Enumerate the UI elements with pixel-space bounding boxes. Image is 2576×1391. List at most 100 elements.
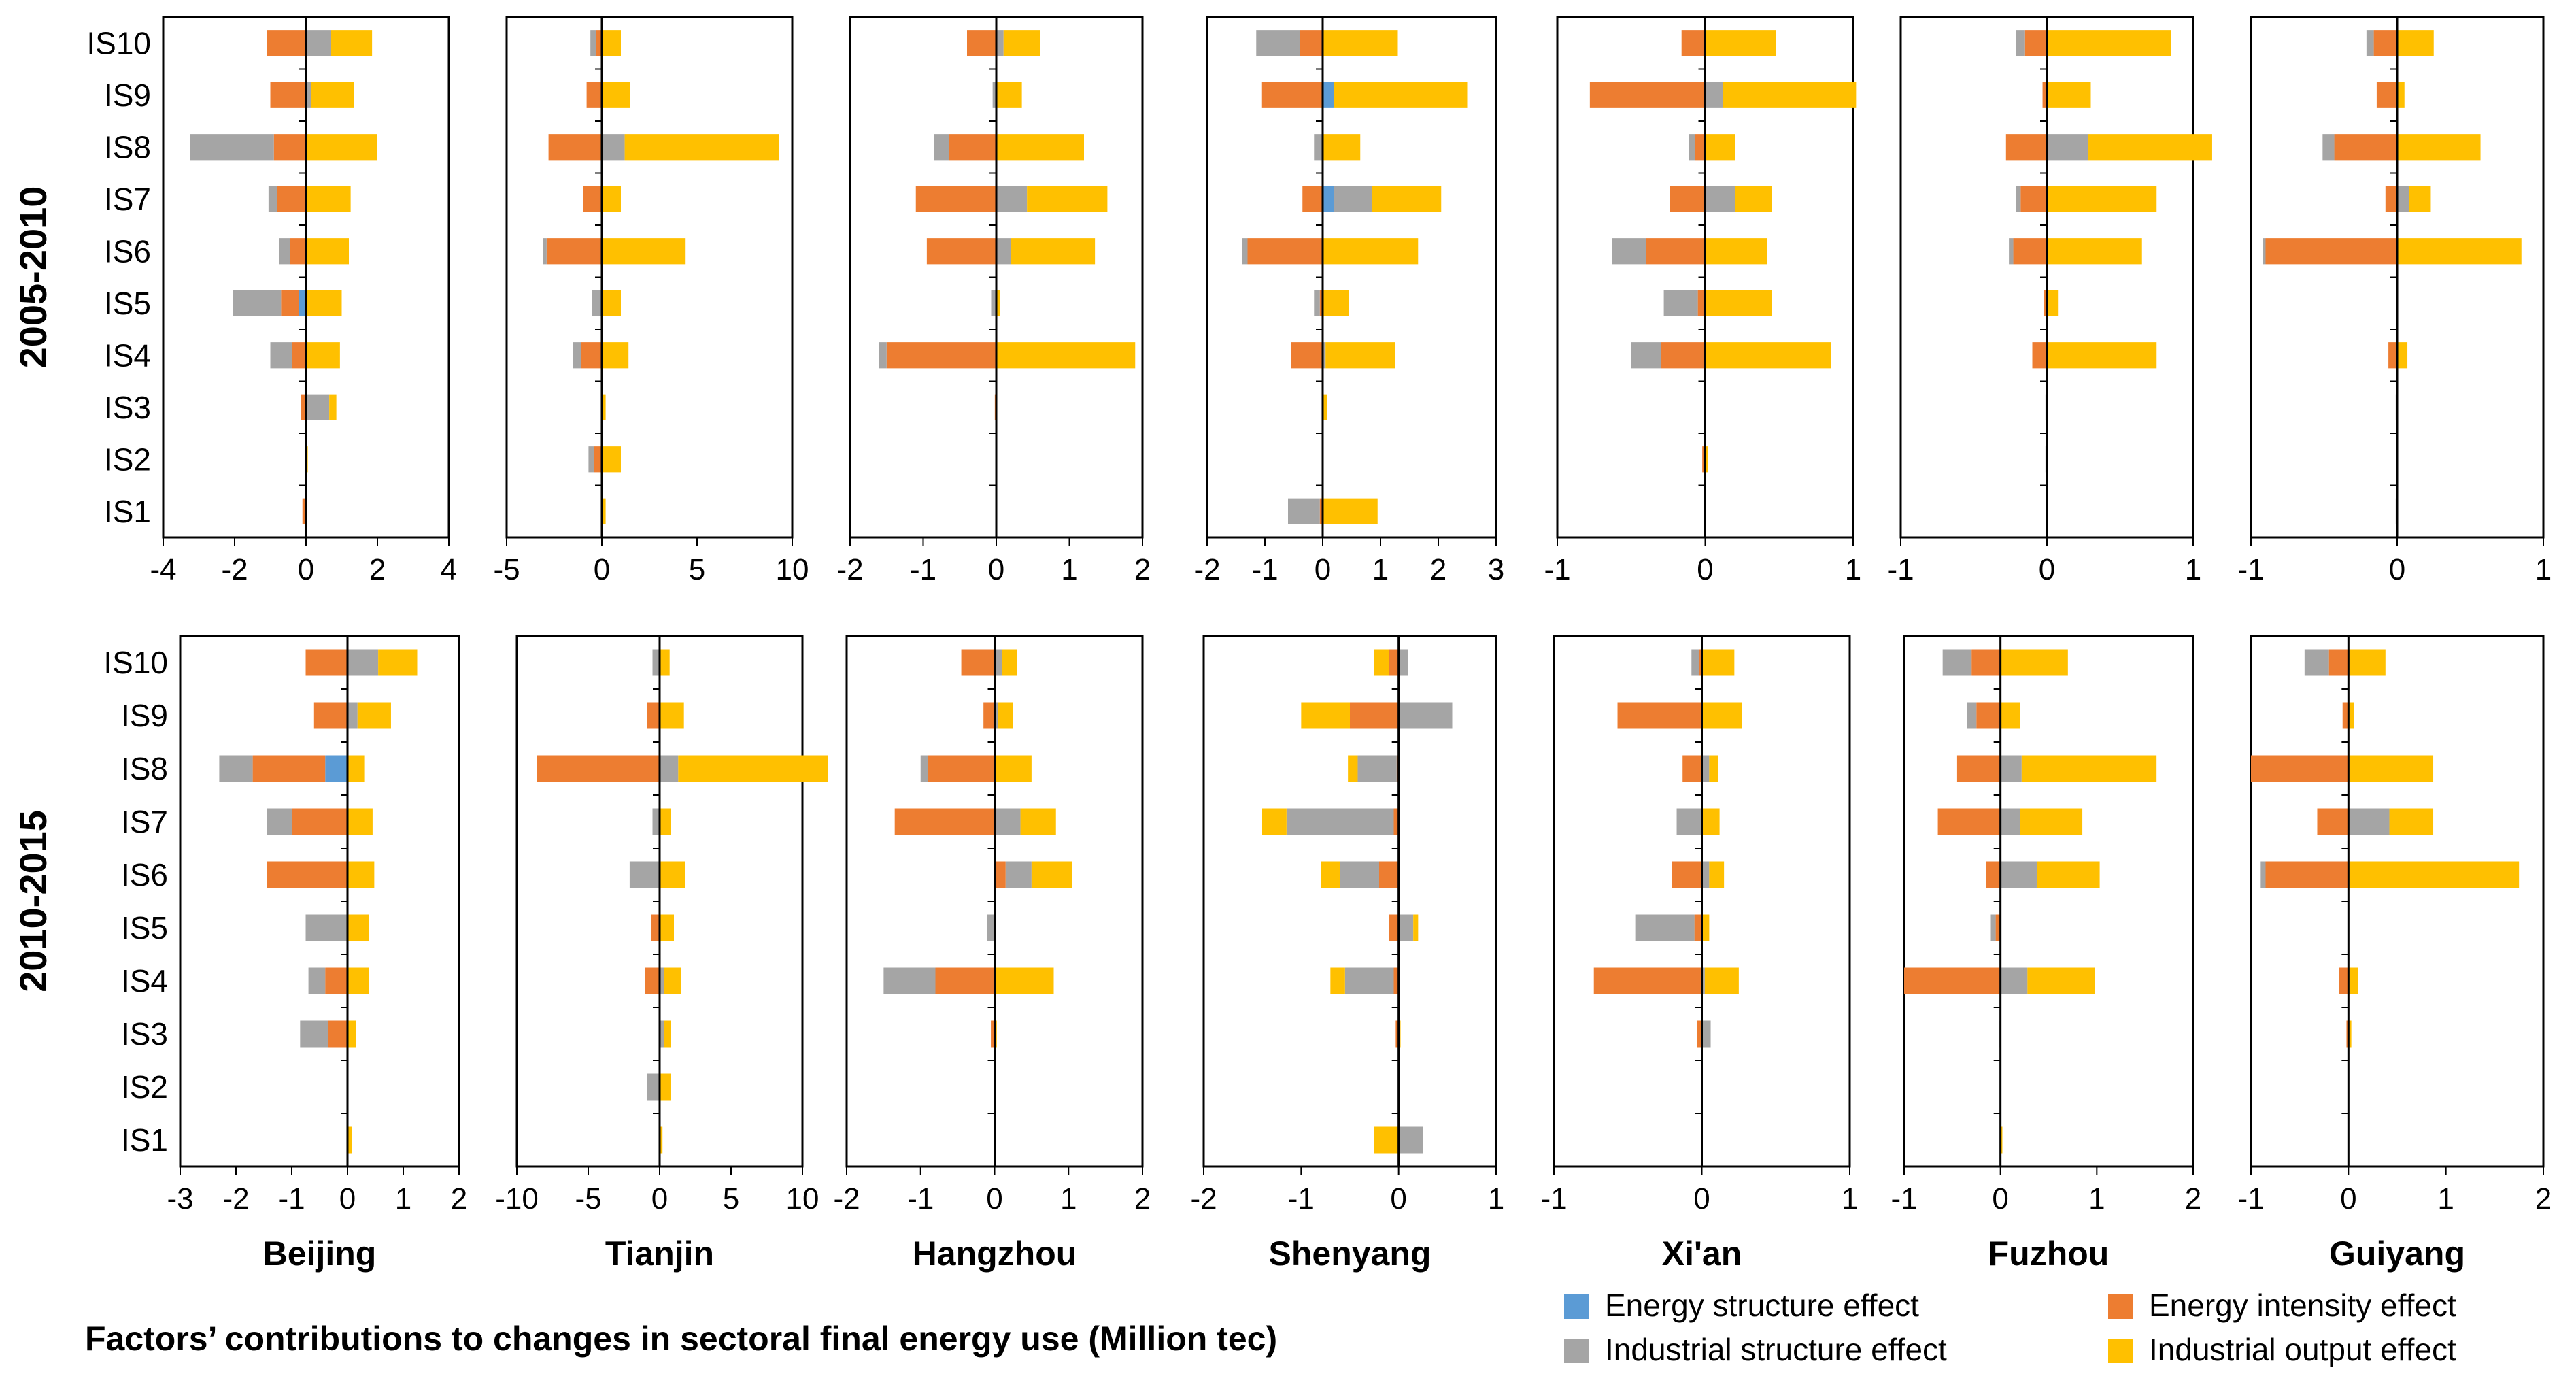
bar-is8-energy-structure-effect <box>325 755 348 782</box>
bar-is9-energy-intensity-effect <box>1261 82 1323 108</box>
bar-is9-industrial-output-effect <box>2047 82 2091 108</box>
bar-is10-energy-intensity-effect <box>267 30 306 56</box>
bar-is10-industrial-output-effect <box>378 649 418 676</box>
bar-is7-industrial-output-effect <box>2389 808 2434 835</box>
bar-is4-industrial-structure-effect <box>573 342 581 369</box>
bar-is7-energy-intensity-effect <box>1670 186 1706 212</box>
bar-is9-energy-intensity-effect <box>2342 702 2349 729</box>
bar-is7-industrial-structure-effect <box>1705 186 1735 212</box>
bar-is3-energy-intensity-effect <box>301 394 306 420</box>
bar-is4-industrial-output-effect <box>2047 342 2157 369</box>
panel-2010-2015-hangzhou: -2 -1 0 1 2 Hangzhou <box>833 635 1151 1273</box>
bar-is8-industrial-structure-effect <box>2047 134 2088 161</box>
x-tick-label: 1 <box>395 1182 411 1216</box>
bar-is10-industrial-structure-effect <box>1942 649 1972 676</box>
bar-is6-energy-intensity-effect <box>994 861 1006 888</box>
bar-is6-energy-intensity-effect <box>546 238 602 265</box>
bar-is10-industrial-output-effect <box>1002 649 1017 676</box>
bar-is10-industrial-structure-effect <box>1691 649 1699 676</box>
bar-is7-industrial-structure-effect <box>996 186 1028 212</box>
x-tick-label: 2 <box>1134 1182 1151 1216</box>
bar-is6-industrial-structure-effect <box>1701 861 1710 888</box>
bar-is10-energy-intensity-effect <box>1681 30 1706 56</box>
bar-is10-industrial-output-effect <box>602 30 621 56</box>
bar-is5-industrial-output-effect <box>996 290 1000 316</box>
bar-is2-industrial-output-effect <box>660 1073 671 1101</box>
bar-is8-industrial-output-effect <box>2348 755 2434 782</box>
x-tick-label: 2 <box>2185 1182 2201 1216</box>
bar-is4-industrial-structure-effect <box>1323 342 1326 369</box>
bar-is9-industrial-structure-effect <box>1967 702 1977 729</box>
bar-is8-energy-intensity-effect <box>1956 755 2001 782</box>
bar-is10-energy-intensity-effect <box>1971 649 2001 676</box>
bar-is9-industrial-structure-effect <box>348 702 358 729</box>
category-label-is3: IS3 <box>121 1016 168 1052</box>
bar-is7-energy-intensity-effect <box>1393 808 1399 835</box>
bar-is7-industrial-structure-effect <box>994 808 1021 835</box>
bar-is10-industrial-structure-effect <box>994 649 1002 676</box>
bar-is8-energy-intensity-effect <box>2005 134 2047 161</box>
bar-is3-industrial-structure-effect <box>300 1020 328 1048</box>
bar-is3-industrial-structure-effect <box>306 394 330 420</box>
bar-is5-energy-intensity-effect <box>2044 290 2047 316</box>
x-tick-label: 0 <box>651 1182 668 1216</box>
bar-is3-energy-intensity-effect <box>1697 1020 1702 1048</box>
bar-is9-industrial-output-effect <box>1701 702 1742 729</box>
bar-is1-industrial-output-effect <box>1323 498 1378 524</box>
x-tick-label: 1 <box>2437 1182 2454 1216</box>
bar-is2-industrial-structure-effect <box>647 1073 660 1101</box>
bar-is4-energy-intensity-effect <box>645 967 660 994</box>
bar-is3-energy-intensity-effect <box>328 1020 348 1048</box>
bar-is6-industrial-structure-effect <box>2263 238 2266 265</box>
bar-is9-industrial-output-effect <box>2000 702 2020 729</box>
bar-is10-energy-intensity-effect <box>1300 30 1323 56</box>
x-tick-label: -5 <box>575 1182 601 1216</box>
bar-is6-industrial-output-effect <box>2348 861 2520 888</box>
bar-is5-industrial-structure-effect <box>987 914 995 941</box>
x-tick-label: -1 <box>1544 553 1570 586</box>
bar-is10-industrial-structure-effect <box>348 649 379 676</box>
x-tick-label: -1 <box>907 1182 934 1216</box>
bar-is3-industrial-output-effect <box>2348 1020 2352 1048</box>
bar-is5-industrial-output-effect <box>1705 290 1772 316</box>
bar-is4-industrial-output-effect <box>2027 967 2095 994</box>
legend-swatch-industrial-structure-effect <box>1564 1339 1589 1363</box>
bar-is6-industrial-structure-effect <box>2000 861 2037 888</box>
bar-is9-industrial-structure-effect <box>992 82 996 108</box>
bar-is6-energy-intensity-effect <box>1379 861 1399 888</box>
bar-is8-energy-intensity-effect <box>928 755 995 782</box>
bar-is2-industrial-output-effect <box>602 446 621 473</box>
bar-is9-energy-intensity-effect <box>1617 702 1702 729</box>
bar-is9-energy-intensity-effect <box>647 702 660 729</box>
bar-is6-industrial-output-effect <box>1031 861 1072 888</box>
bar-is9-energy-intensity-effect <box>983 702 995 729</box>
x-tick-label: -2 <box>833 1182 860 1216</box>
city-label-xi-an: Xi'an <box>1662 1235 1742 1273</box>
panel-2005-2010-shenyang: -2 -1 0 1 2 3 <box>1193 16 1504 586</box>
bar-is10-industrial-output-effect <box>1701 649 1735 676</box>
bar-is4-energy-intensity-effect <box>1661 342 1706 369</box>
bar-is6-industrial-structure-effect <box>543 238 547 265</box>
x-tick-label: 5 <box>723 1182 739 1216</box>
bar-is8-energy-intensity-effect <box>537 755 660 782</box>
bar-is10-industrial-structure-effect <box>590 30 596 56</box>
bar-is9-industrial-output-effect <box>357 702 391 729</box>
x-tick-label: 0 <box>2039 553 2055 586</box>
category-label-is7: IS7 <box>104 182 151 217</box>
category-label-is3: IS3 <box>104 390 151 425</box>
bar-is7-industrial-output-effect <box>1020 808 1056 835</box>
x-tick-label: 0 <box>1697 553 1713 586</box>
bar-is7-industrial-output-effect <box>2047 186 2157 212</box>
bar-is7-industrial-output-effect <box>1027 186 1108 212</box>
category-label-is1: IS1 <box>104 494 151 529</box>
category-label-is6: IS6 <box>121 857 168 892</box>
x-tick-label: 1 <box>2088 1182 2105 1216</box>
bar-is7-industrial-output-effect <box>1262 808 1287 835</box>
category-label-is2: IS2 <box>121 1069 168 1105</box>
bar-is7-energy-intensity-effect <box>2385 186 2397 212</box>
bar-is10-industrial-structure-effect <box>996 30 1004 56</box>
bar-is6-energy-intensity-effect <box>290 238 306 265</box>
bar-is6-industrial-structure-effect <box>996 238 1011 265</box>
city-label-fuzhou: Fuzhou <box>1988 1235 2109 1273</box>
bar-is4-energy-intensity-effect <box>1593 967 1702 994</box>
